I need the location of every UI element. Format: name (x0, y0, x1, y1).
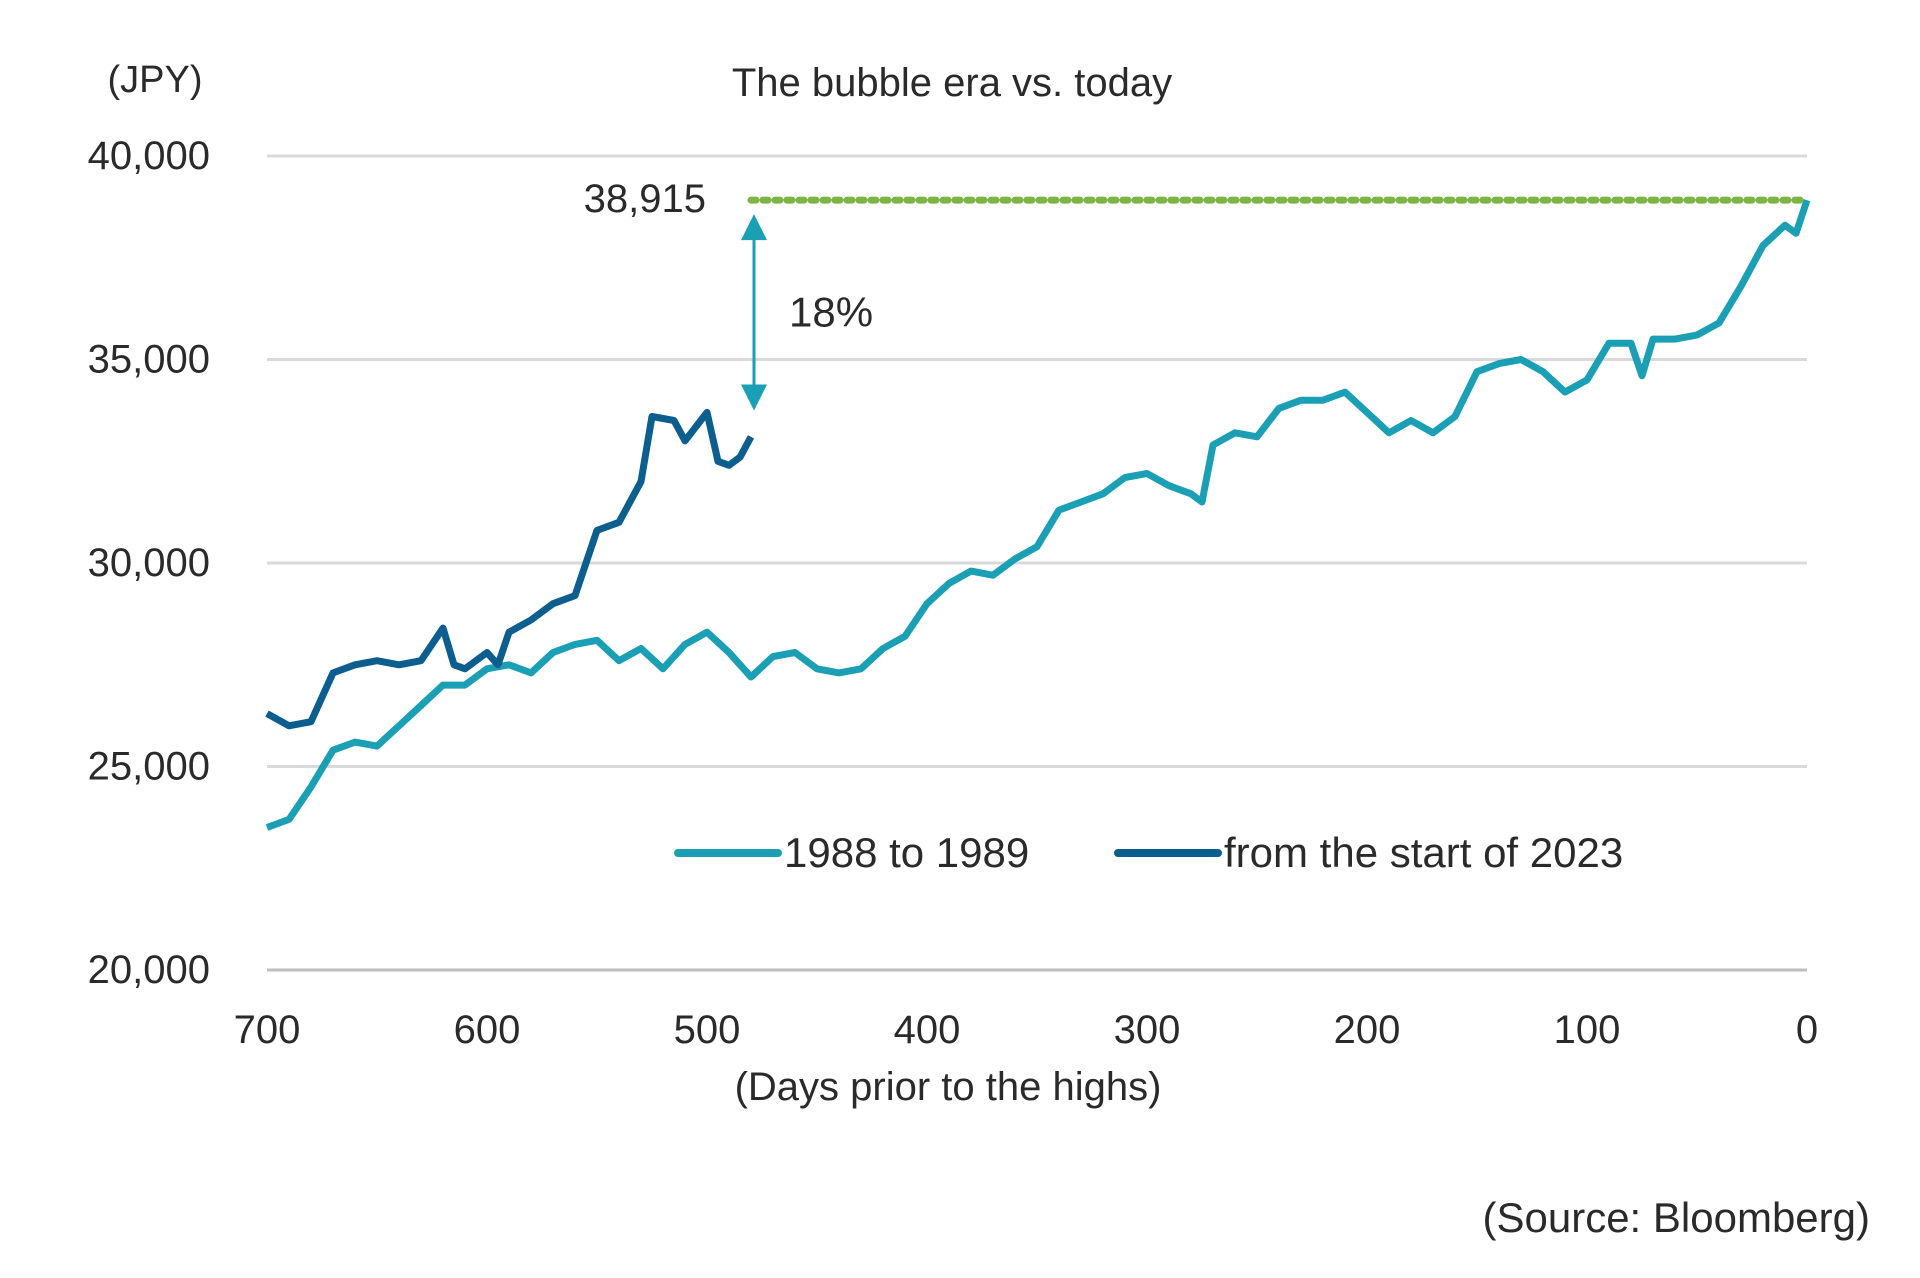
peak-label: 38,915 (584, 177, 706, 221)
x-tick-label: 200 (1334, 1008, 1401, 1052)
x-tick-label: 600 (454, 1008, 521, 1052)
series-line-2 (265, 408, 755, 730)
y-axis-ticks: 20,000 25,000 30,000 35,000 40,000 (88, 134, 210, 992)
arrow-head-up (741, 214, 767, 241)
x-tick-label: 0 (1796, 1008, 1818, 1052)
gap-label: 18% (789, 288, 873, 335)
y-tick-label: 30,000 (88, 541, 210, 585)
x-tick-label: 700 (234, 1008, 301, 1052)
x-tick-label: 400 (894, 1008, 961, 1052)
legend-label-2: from the start of 2023 (1224, 829, 1623, 876)
x-axis-label: (Days prior to the highs) (735, 1065, 1162, 1109)
source-note: (Source: Bloomberg) (1483, 1194, 1871, 1241)
gap-arrow (741, 214, 767, 411)
x-tick-label: 100 (1554, 1008, 1621, 1052)
legend: 1988 to 1989 from the start of 2023 (674, 829, 1623, 876)
y-tick-label: 20,000 (88, 948, 210, 992)
series-line-1 (265, 199, 1811, 831)
x-axis-ticks: 700 600 500 400 300 200 100 0 (234, 1008, 1819, 1052)
series-group (265, 199, 1811, 831)
y-tick-label: 40,000 (88, 134, 210, 178)
arrow-head-down (741, 384, 767, 411)
y-tick-label: 25,000 (88, 745, 210, 789)
y-tick-label: 35,000 (88, 338, 210, 382)
legend-label-1: 1988 to 1989 (784, 829, 1029, 876)
grid (267, 154, 1807, 972)
y-axis-unit: (JPY) (108, 59, 203, 101)
x-tick-label: 300 (1114, 1008, 1181, 1052)
chart-title: The bubble era vs. today (732, 61, 1172, 105)
x-tick-label: 500 (674, 1008, 741, 1052)
